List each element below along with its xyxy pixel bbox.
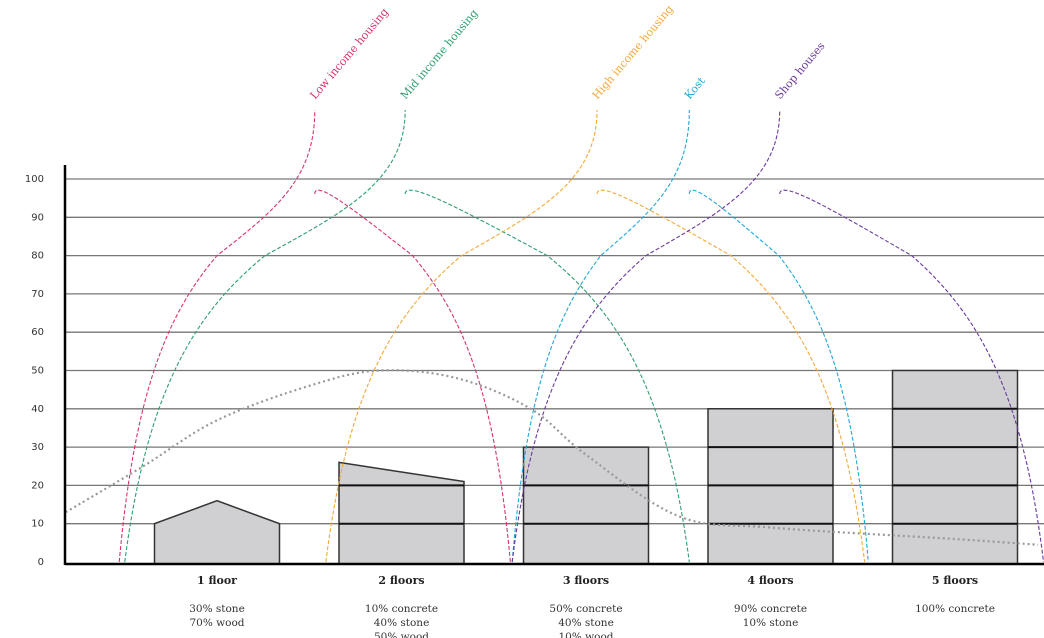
material-label: 50% wood: [374, 631, 429, 638]
demand-curve: [118, 109, 511, 563]
material-label: 30% stone: [189, 603, 245, 615]
building: [153, 499, 281, 565]
demand-curve: [511, 109, 1044, 563]
series-label: High income housing: [590, 3, 676, 102]
y-tick-label: 90: [31, 212, 44, 223]
category-label: 1 floor: [197, 574, 237, 587]
material-label: 90% concrete: [734, 603, 807, 615]
building: [707, 408, 834, 565]
building-body: [338, 461, 465, 565]
category-label: 3 floors: [563, 574, 609, 587]
material-label: 10% concrete: [365, 603, 438, 615]
building-body: [153, 499, 281, 565]
y-tick-label: 50: [31, 366, 44, 377]
building-body: [891, 369, 1019, 565]
material-label: 50% concrete: [549, 603, 622, 615]
series-label: Kost: [682, 74, 708, 102]
y-tick-label: 0: [38, 557, 44, 568]
y-tick-label: 70: [31, 289, 44, 300]
building: [338, 461, 465, 565]
material-label: 70% wood: [189, 617, 244, 629]
y-tick-label: 40: [31, 404, 44, 415]
demand-curve: [325, 109, 866, 563]
y-tick-label: 10: [31, 519, 44, 530]
y-tick-label: 30: [31, 442, 44, 453]
series-label: Mid income housing: [398, 7, 481, 102]
building: [522, 446, 650, 565]
building: [891, 369, 1019, 565]
series-label: Shop houses: [772, 39, 827, 102]
y-tick-label: 100: [25, 174, 44, 185]
material-label: 10% stone: [743, 617, 799, 629]
category-label: 2 floors: [378, 574, 424, 587]
y-tick-label: 60: [31, 327, 44, 338]
demand-curve: [511, 109, 869, 563]
material-label: 40% stone: [558, 617, 614, 629]
category-label: 5 floors: [932, 574, 978, 587]
y-tick-label: 80: [31, 251, 44, 262]
material-label: 100% concrete: [915, 603, 995, 615]
category-label: 4 floors: [747, 574, 793, 587]
y-tick-label: 20: [31, 480, 44, 491]
series-label: Low income housing: [307, 6, 391, 102]
material-label: 10% wood: [558, 631, 613, 638]
building-body: [522, 446, 650, 565]
material-label: 40% stone: [374, 617, 430, 629]
demand-curve: [124, 109, 690, 563]
